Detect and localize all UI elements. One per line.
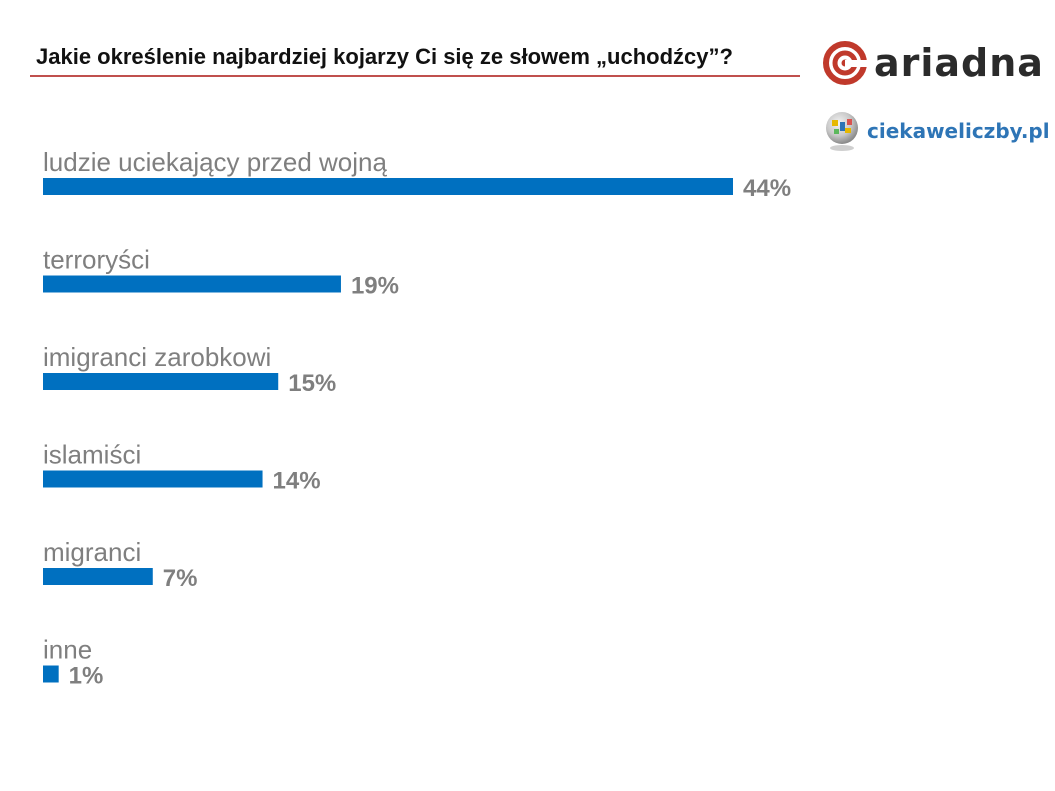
bar-migranci: [43, 568, 153, 585]
chart-title: Jakie określenie najbardziej kojarzy Ci …: [36, 44, 733, 69]
ariadna-spiral-icon: [823, 41, 868, 85]
ciekaweliczby-wordmark: ciekaweliczby.pl: [867, 119, 1050, 143]
category-label-terrorysci: terroryści: [43, 245, 150, 275]
bar-imigranci-zarobkowi: [43, 373, 279, 390]
category-label-islamisci: islamiści: [43, 440, 141, 470]
bar-ludzie-uciekajacy-przed-wojna: [43, 178, 733, 195]
ariadna-logo: ariadna: [822, 40, 1044, 86]
category-label-inne: inne: [43, 635, 92, 665]
globe-icon: [826, 112, 858, 151]
value-label-islamisci: 14%: [273, 468, 321, 495]
value-label-ludzie-uciekajacy-przed-wojna: 44%: [743, 175, 791, 202]
category-label-imigranci-zarobkowi: imigranci zarobkowi: [43, 342, 271, 372]
value-label-imigranci-zarobkowi: 15%: [288, 370, 336, 397]
bar-islamisci: [43, 470, 263, 488]
value-label-terrorysci: 19%: [351, 273, 399, 300]
category-label-migranci: migranci: [43, 537, 141, 567]
value-label-migranci: 7%: [163, 565, 198, 592]
bar-inne: [43, 665, 59, 683]
ciekaweliczby-logo: ciekaweliczby.pl: [823, 110, 1050, 152]
value-label-inne: 1%: [69, 663, 104, 690]
title-underline: [30, 75, 800, 77]
category-label-ludzie-uciekajacy-przed-wojna: ludzie uciekający przed wojną: [43, 147, 388, 177]
ariadna-wordmark: ariadna: [874, 41, 1044, 85]
bar-terrorysci: [43, 275, 341, 293]
